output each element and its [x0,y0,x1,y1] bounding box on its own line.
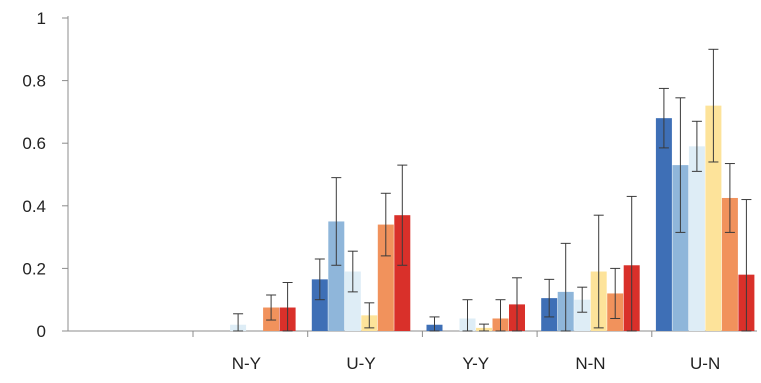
y-tick-label: 0.2 [22,259,46,278]
bar [328,221,345,331]
axes [62,16,757,337]
x-tick-label: U-Y [346,354,375,373]
y-tick-label: 0.4 [22,197,46,216]
x-tick-label: U-N [690,354,720,373]
bar [574,299,591,331]
y-tick-label: 0 [37,322,46,341]
bar [394,215,411,331]
bar [721,197,738,331]
bars [230,105,755,332]
bar [688,146,705,331]
y-tick-label: 0.8 [22,72,46,91]
y-tick-label: 0.6 [22,134,46,153]
bar [344,271,361,331]
error-bars [233,48,752,332]
x-tick-label: Y-Y [462,354,489,373]
x-tick-label: N-Y [232,354,261,373]
bar [672,165,689,331]
x-tick-label: N-N [575,354,605,373]
bar [655,118,672,331]
y-tick-label: 1 [37,9,46,28]
bar [377,224,394,331]
bar [311,279,328,331]
axis-labels: 00.20.40.60.81N-YU-YY-YN-NU-NY-N [22,9,720,373]
